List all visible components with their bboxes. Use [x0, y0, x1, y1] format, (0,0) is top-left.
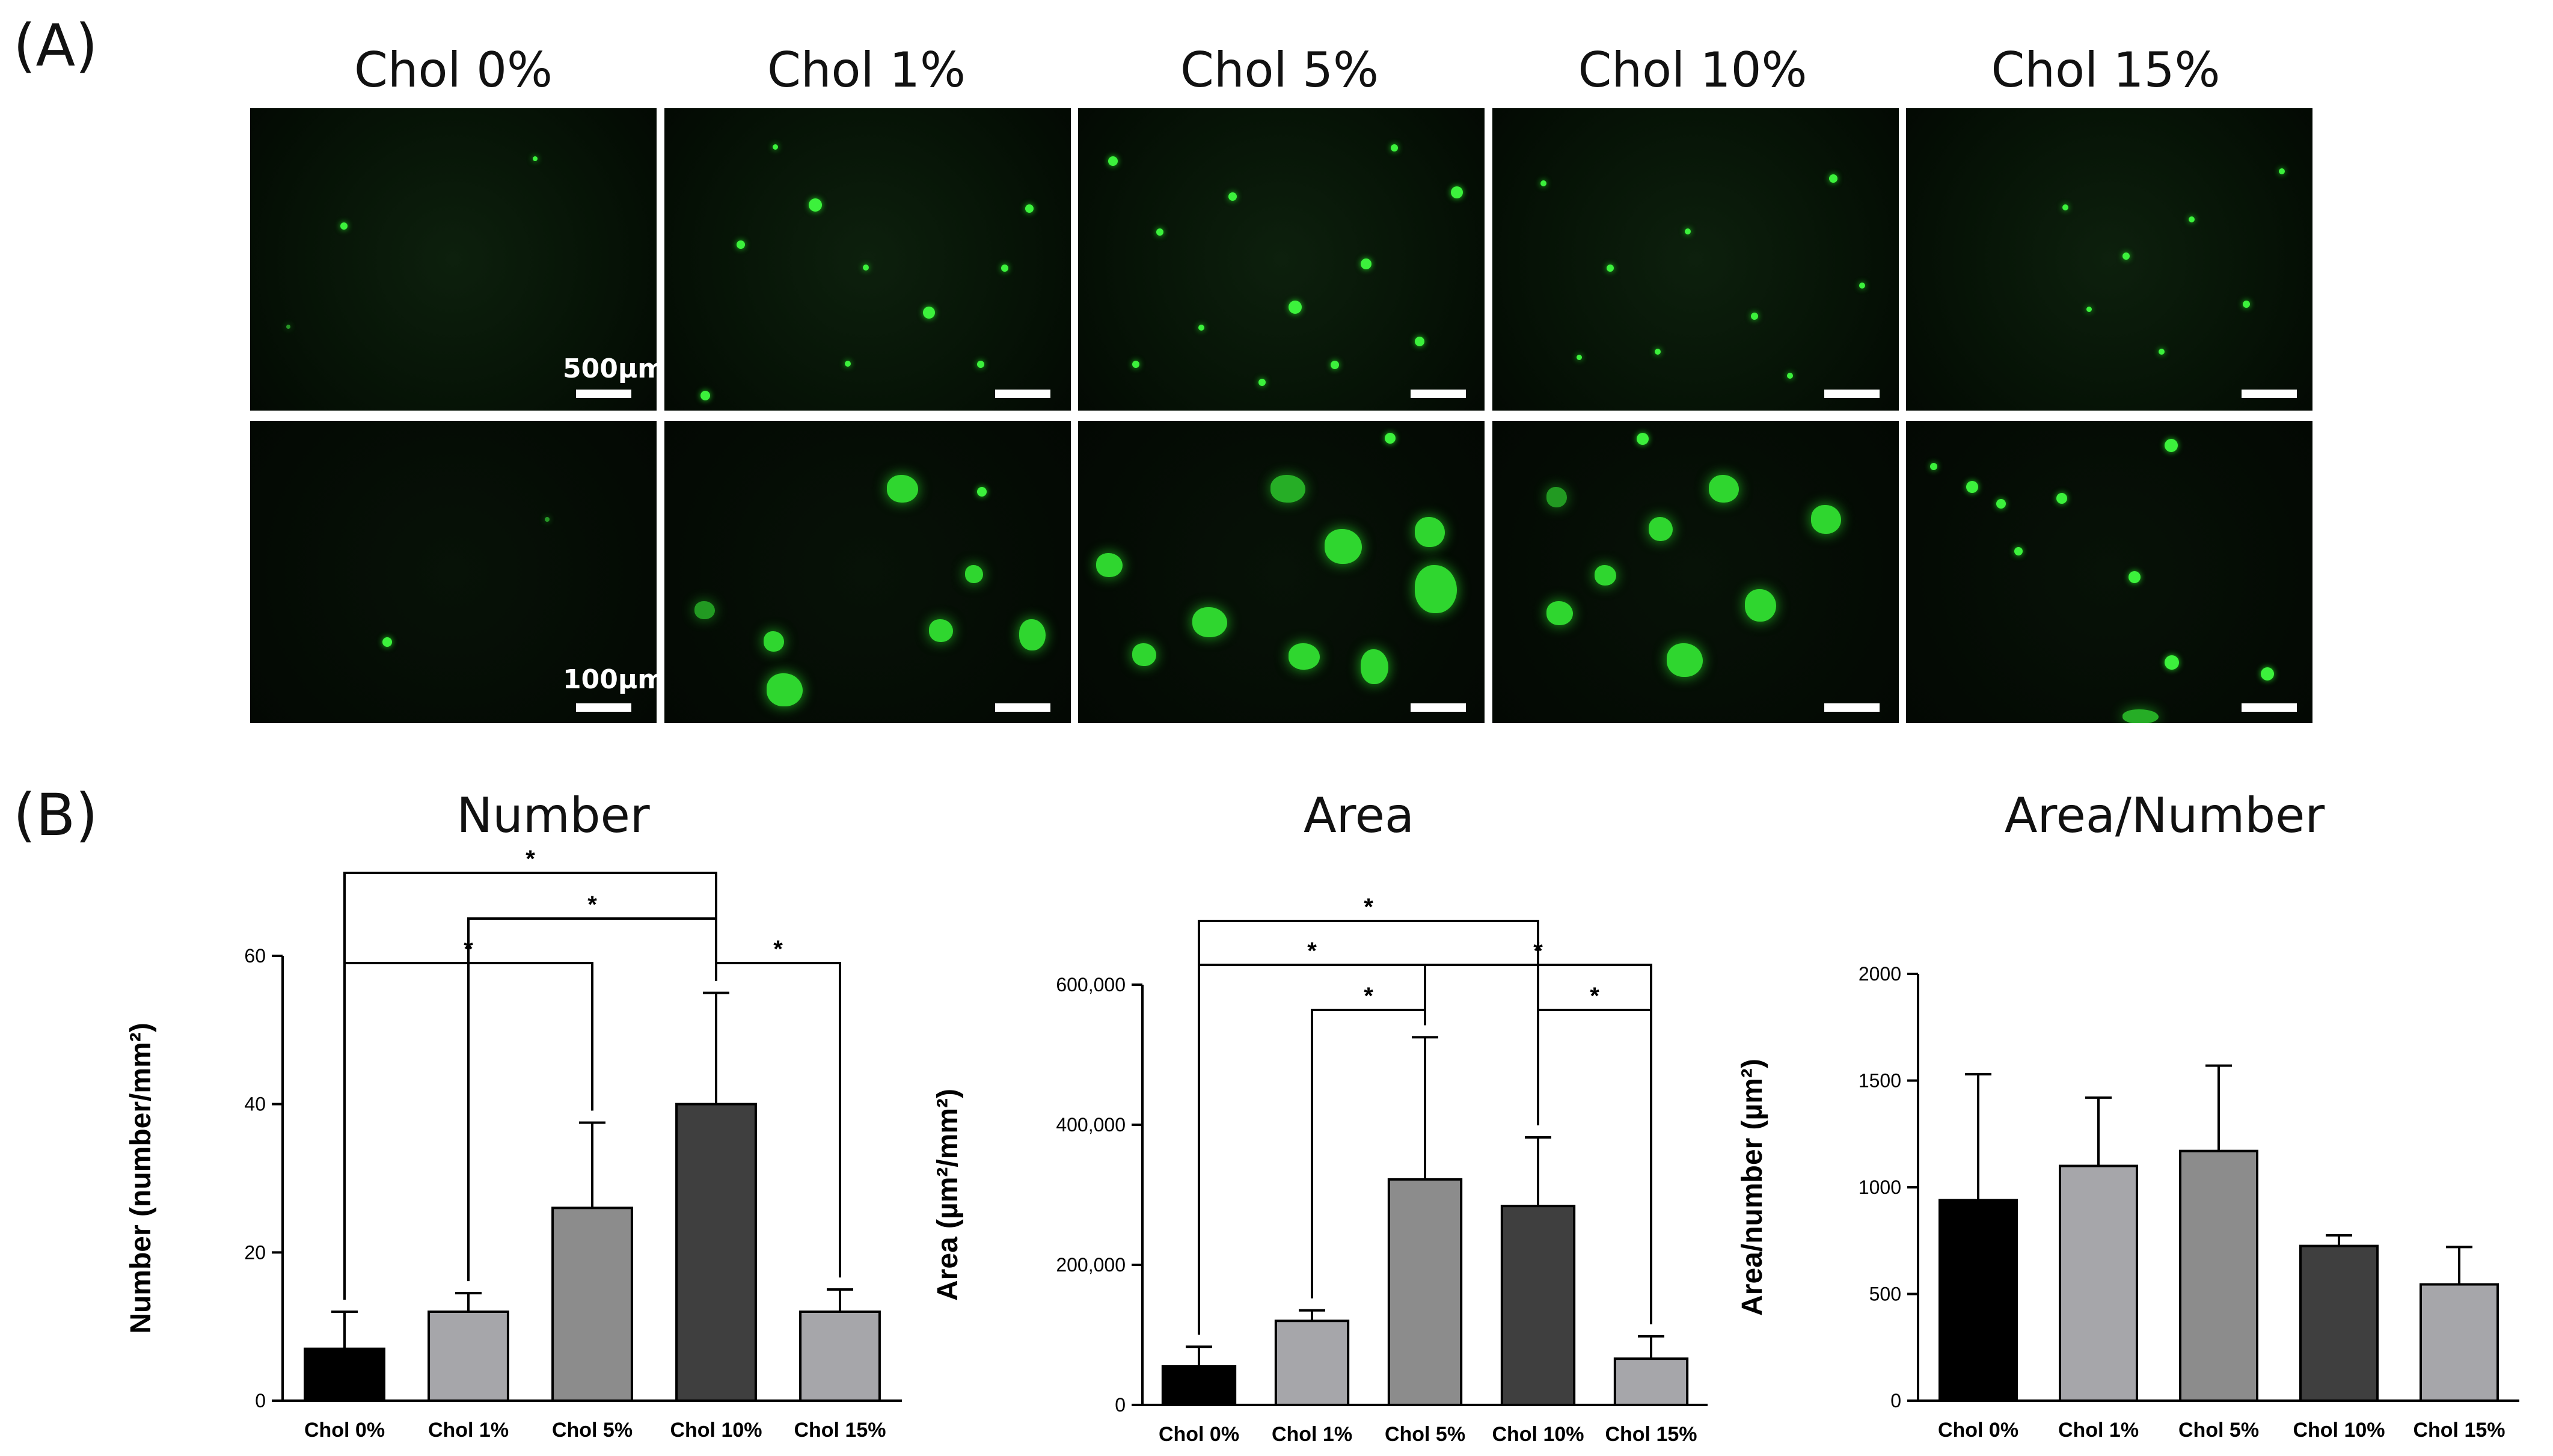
column-title-chol-5: Chol 5%	[1180, 42, 1379, 98]
significance-bracket	[1537, 1009, 1652, 1324]
y-tick-label: 1500	[1859, 1070, 1901, 1092]
bar	[428, 1311, 509, 1402]
micrograph-chol-5-high-mag	[1078, 421, 1485, 723]
scalebar-100um	[1824, 703, 1880, 712]
y-tick-label: 2000	[1859, 963, 1901, 985]
bar	[1161, 1365, 1237, 1406]
column-title-chol-1: Chol 1%	[767, 42, 966, 98]
bar-chart-area-per-number: 0 500 1000 1500 2000 Chol 0% Chol 1% Chol 5% Cho…	[1736, 963, 2519, 1442]
x-tick-label: Chol 5%	[1385, 1423, 1465, 1446]
bar	[304, 1347, 385, 1402]
significance-star: *	[773, 936, 783, 962]
bar	[675, 1103, 757, 1402]
significance-bracket	[343, 962, 593, 1300]
bar	[1939, 1199, 2018, 1402]
y-tick-label: 0	[255, 1390, 266, 1412]
scalebar-500um	[995, 390, 1050, 398]
x-tick-label: Chol 1%	[2058, 1419, 2139, 1442]
scalebar-500um	[1411, 390, 1466, 398]
x-tick-label: Chol 0%	[304, 1419, 385, 1442]
y-tick-label: 20	[244, 1241, 266, 1263]
significance-star: *	[1590, 983, 1599, 1009]
bar	[799, 1311, 881, 1402]
micrograph-chol-5-low-mag	[1078, 108, 1485, 411]
y-tick-label: 500	[1869, 1283, 1901, 1305]
chart-title-number: Number	[456, 788, 650, 843]
y-tick-label: 0	[1115, 1394, 1126, 1416]
y-tick-label: 400,000	[1056, 1114, 1126, 1136]
x-tick-label: Chol 5%	[552, 1419, 633, 1442]
micrograph-chol-10-low-mag	[1492, 108, 1899, 411]
significance-bracket	[467, 917, 717, 1282]
y-tick-label: 600,000	[1056, 974, 1126, 996]
significance-star: *	[1307, 938, 1317, 964]
x-tick-label: Chol 0%	[1938, 1419, 2018, 1442]
x-tick-label: Chol 15%	[2413, 1419, 2505, 1442]
scalebar-500um	[1824, 390, 1880, 398]
bar	[551, 1207, 633, 1402]
panel-a-label: (A)	[13, 12, 98, 79]
significance-bracket	[1311, 1009, 1426, 1298]
y-tick-label: 200,000	[1056, 1254, 1126, 1276]
bar	[1500, 1205, 1576, 1406]
x-tick-label: Chol 10%	[670, 1419, 762, 1442]
y-tick-label: 40	[244, 1094, 266, 1115]
micrograph-chol-1-low-mag	[664, 108, 1071, 411]
column-title-chol-0: Chol 0%	[354, 42, 553, 98]
y-tick-label: 60	[244, 945, 266, 967]
micrograph-chol-0-high-mag: 100µm	[250, 421, 657, 723]
x-tick-label: Chol 10%	[2293, 1419, 2385, 1442]
column-title-chol-15: Chol 15%	[1991, 42, 2220, 98]
significance-star: *	[1364, 894, 1373, 920]
x-tick-label: Chol 15%	[1605, 1423, 1697, 1446]
chart-title-area-per-number: Area/Number	[2004, 788, 2325, 843]
scalebar-100um-label: 100µm	[563, 664, 657, 695]
scalebar-500um	[576, 390, 631, 398]
micrograph-chol-0-low-mag: 500µm	[250, 108, 657, 411]
scalebar-500um-label: 500µm	[563, 353, 657, 384]
panel-b-label: (B)	[13, 782, 98, 849]
significance-star: *	[587, 892, 597, 918]
significance-bracket	[343, 872, 717, 1300]
scalebar-100um	[2242, 703, 2297, 712]
bar	[2059, 1164, 2138, 1402]
y-axis-label: Area/number (µm²)	[1736, 1059, 1768, 1316]
chart-title-area: Area	[1303, 788, 1415, 843]
significance-star: *	[1364, 983, 1373, 1009]
bar	[1387, 1178, 1463, 1406]
x-tick-label: Chol 0%	[1159, 1423, 1239, 1446]
scalebar-500um	[2242, 390, 2297, 398]
scalebar-100um	[995, 703, 1050, 712]
bar	[2299, 1244, 2379, 1402]
x-tick-label: Chol 5%	[2178, 1419, 2259, 1442]
x-tick-label: Chol 1%	[428, 1419, 509, 1442]
scalebar-100um	[576, 703, 631, 712]
significance-star: *	[1533, 938, 1543, 964]
y-axis-label: Number (number/mm²)	[125, 1023, 157, 1333]
scalebar-100um	[1411, 703, 1466, 712]
significance-bracket	[715, 962, 841, 1277]
bar-chart-area: 0 200,000 400,000 600,000 Chol 0% Chol 1% Chol…	[932, 894, 1708, 1446]
x-tick-label: Chol 15%	[794, 1419, 886, 1442]
bar	[1274, 1320, 1350, 1407]
micrograph-chol-15-high-mag	[1906, 421, 2312, 723]
x-tick-label: Chol 10%	[1492, 1423, 1584, 1446]
bar	[2420, 1283, 2499, 1402]
y-axis-label: Area (µm²/mm²)	[932, 1089, 964, 1301]
bar-chart-number: 0 20 40 60 Chol 0% Chol 1% Chol 5% Chol 10% Chol…	[125, 846, 902, 1442]
bar	[2179, 1149, 2258, 1402]
column-title-chol-10: Chol 10%	[1578, 42, 1807, 98]
micrograph-chol-15-low-mag	[1906, 108, 2312, 411]
bar	[1613, 1357, 1689, 1406]
micrograph-chol-1-high-mag	[664, 421, 1071, 723]
x-tick-label: Chol 1%	[1272, 1423, 1352, 1446]
significance-star: *	[464, 936, 473, 962]
micrograph-chol-10-high-mag	[1492, 421, 1899, 723]
y-tick-label: 0	[1890, 1390, 1901, 1412]
significance-star: *	[526, 846, 535, 872]
y-tick-label: 1000	[1859, 1176, 1901, 1198]
